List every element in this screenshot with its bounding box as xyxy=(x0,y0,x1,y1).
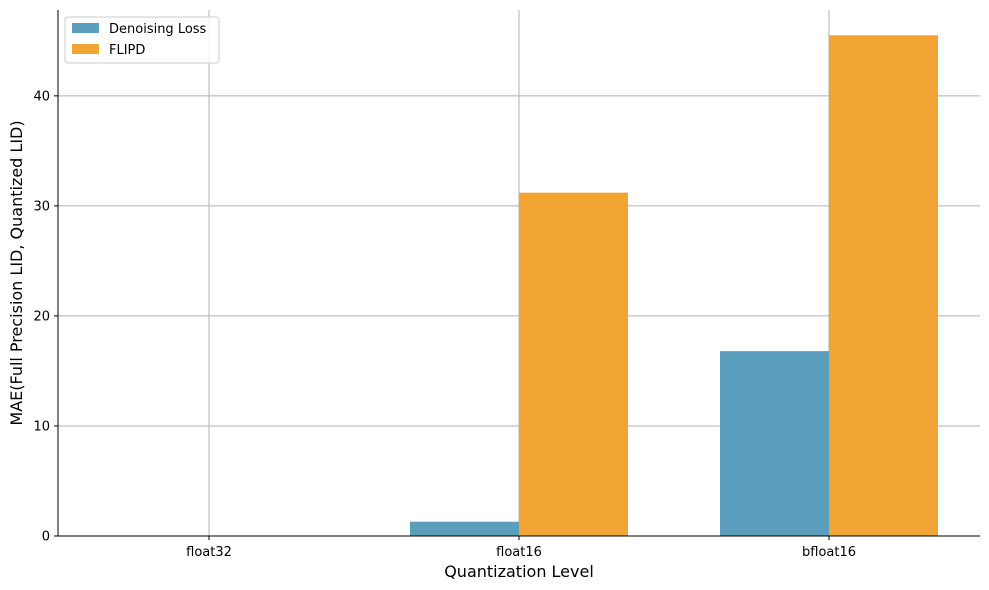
x-tick-label-bfloat16: bfloat16 xyxy=(802,545,856,560)
bar-flipd-bfloat16 xyxy=(829,35,938,536)
bar-flipd-float16 xyxy=(519,192,628,537)
bar-denoising-loss-bfloat16 xyxy=(720,351,829,536)
y-ticks: 0 10 20 30 40 xyxy=(33,89,58,545)
bar-denoising-loss-float16 xyxy=(410,521,519,536)
x-ticks: float32 float16 bfloat16 xyxy=(186,536,856,560)
legend-swatch-flipd xyxy=(72,44,99,54)
legend-label-denoising-loss: Denoising Loss xyxy=(109,22,207,37)
y-tick-label: 20 xyxy=(33,309,50,324)
bars xyxy=(410,35,938,537)
x-tick-label-float32: float32 xyxy=(186,545,232,560)
y-tick-label: 40 xyxy=(33,89,50,104)
legend-swatch-denoising-loss xyxy=(72,23,99,33)
y-tick-label: 30 xyxy=(33,199,50,214)
y-axis-title: MAE(Full Precision LID, Quantized LID) xyxy=(7,120,26,425)
y-tick-label: 0 xyxy=(42,530,50,545)
x-axis-title: Quantization Level xyxy=(444,562,594,581)
legend-label-flipd: FLIPD xyxy=(109,43,145,58)
y-tick-label: 10 xyxy=(33,419,50,434)
legend-frame xyxy=(64,16,220,64)
x-tick-label-float16: float16 xyxy=(496,545,542,560)
legend: Denoising Loss FLIPD xyxy=(64,16,220,64)
